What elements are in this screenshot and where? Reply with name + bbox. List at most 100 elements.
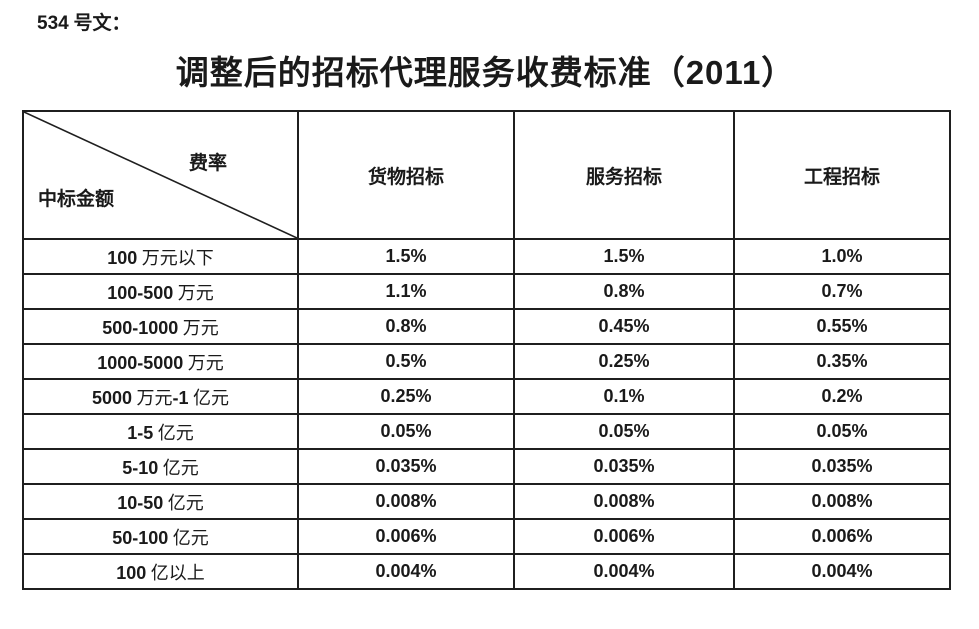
table-header-row: 费率 中标金额 货物招标 服务招标 工程招标 (22, 110, 951, 240)
rate-cell: 1.5% (297, 238, 515, 275)
amount-range-cell: 50-100 亿元 (22, 518, 299, 555)
amount-range-cell: 500-1000 万元 (22, 308, 299, 345)
rate-cell: 0.05% (733, 413, 951, 450)
amount-range-cell: 100 亿以上 (22, 553, 299, 590)
numeric-text: 0.035% (811, 456, 873, 476)
rate-cell: 0.006% (733, 518, 951, 555)
numeric-text: 500-1000 (102, 317, 179, 338)
numeric-text: 0.35% (816, 351, 868, 371)
doc-title: 调整后的招标代理服务收费标准（2011） (175, 54, 796, 92)
rate-cell: 0.25% (513, 343, 735, 380)
numeric-text: 2011 (685, 54, 762, 91)
numeric-text: 0.006% (375, 526, 437, 546)
numeric-text: 50-100 (112, 527, 169, 548)
numeric-text: 0.008% (593, 491, 655, 511)
numeric-text: 0.05% (816, 421, 868, 441)
numeric-text: 0.5% (385, 351, 427, 371)
table-row: 100-500 万元 1.1% 0.8% 0.7% (22, 273, 951, 310)
numeric-text: 1.5% (603, 246, 645, 266)
column-header-services: 服务招标 (513, 110, 735, 240)
numeric-text: 0.8% (603, 281, 645, 301)
amount-range-cell: 1-5 亿元 (22, 413, 299, 450)
rate-cell: 0.008% (297, 483, 515, 520)
rate-cell: 0.35% (733, 343, 951, 380)
rate-cell: 0.8% (297, 308, 515, 345)
numeric-text: 0.8% (385, 316, 427, 336)
amount-range-cell: 5000 万元-1 亿元 (22, 378, 299, 415)
doc-number-label: 534 号文： (37, 13, 131, 34)
numeric-text: 1-5 (127, 422, 154, 443)
rate-cell: 0.035% (297, 448, 515, 485)
amount-range-cell: 1000-5000 万元 (22, 343, 299, 380)
rate-cell: 0.5% (297, 343, 515, 380)
rate-cell: 0.008% (513, 483, 735, 520)
table-row: 5-10 亿元 0.035% 0.035% 0.035% (22, 448, 951, 485)
amount-range-cell: 10-50 亿元 (22, 483, 299, 520)
amount-range-cell: 5-10 亿元 (22, 448, 299, 485)
numeric-text: 0.55% (816, 316, 868, 336)
numeric-text: 0.2% (821, 386, 863, 406)
numeric-text: 0.004% (811, 561, 873, 581)
amount-range-cell: 100 万元以下 (22, 238, 299, 275)
fee-rate-table: 费率 中标金额 货物招标 服务招标 工程招标 100 万元以下 1.5% 1.5% 1… (22, 110, 951, 590)
rate-cell: 0.45% (513, 308, 735, 345)
numeric-text: 1000-5000 (97, 352, 184, 373)
rate-cell: 0.004% (297, 553, 515, 590)
amount-range-cell: 100-500 万元 (22, 273, 299, 310)
rate-cell: 1.0% (733, 238, 951, 275)
rate-cell: 0.8% (513, 273, 735, 310)
numeric-text: 0.008% (811, 491, 873, 511)
table-row: 100 万元以下 1.5% 1.5% 1.0% (22, 238, 951, 275)
numeric-text: 1.0% (821, 246, 863, 266)
numeric-text: 0.1% (603, 386, 645, 406)
numeric-text: 0.008% (375, 491, 437, 511)
numeric-text: 0.25% (598, 351, 650, 371)
column-header-goods: 货物招标 (297, 110, 515, 240)
numeric-text: 1.5% (385, 246, 427, 266)
table-body: 100 万元以下 1.5% 1.5% 1.0% 100-500 万元 1.1% 0.8% 0.… (22, 238, 951, 590)
rate-cell: 0.004% (513, 553, 735, 590)
rate-cell: 0.006% (297, 518, 515, 555)
table-row: 50-100 亿元 0.006% 0.006% 0.006% (22, 518, 951, 555)
rate-cell: 0.05% (513, 413, 735, 450)
rate-cell: 1.1% (297, 273, 515, 310)
numeric-text: 100-500 (107, 282, 174, 303)
numeric-text: 534 (37, 13, 69, 34)
numeric-text: 5000 (91, 387, 133, 408)
numeric-text: 100 (107, 247, 138, 268)
numeric-text: 0.035% (593, 456, 655, 476)
rate-cell: 0.25% (297, 378, 515, 415)
table-row: 5000 万元-1 亿元 0.25% 0.1% 0.2% (22, 378, 951, 415)
numeric-text: -1 (172, 387, 189, 408)
numeric-text: 5-10 (122, 457, 159, 478)
corner-header-cell: 费率 中标金额 (22, 110, 299, 240)
numeric-text: 0.05% (380, 421, 432, 441)
numeric-text: 0.006% (593, 526, 655, 546)
rate-cell: 0.7% (733, 273, 951, 310)
corner-label-rate: 费率 (189, 153, 228, 174)
rate-cell: 0.1% (513, 378, 735, 415)
table-row: 1000-5000 万元 0.5% 0.25% 0.35% (22, 343, 951, 380)
rate-cell: 0.008% (733, 483, 951, 520)
numeric-text: 10-50 (117, 492, 164, 513)
rate-cell: 0.035% (513, 448, 735, 485)
rate-cell: 0.004% (733, 553, 951, 590)
table-row: 500-1000 万元 0.8% 0.45% 0.55% (22, 308, 951, 345)
numeric-text: 0.035% (375, 456, 437, 476)
rate-cell: 0.05% (297, 413, 515, 450)
numeric-text: 0.004% (375, 561, 437, 581)
numeric-text: 0.05% (598, 421, 650, 441)
numeric-text: 100 (116, 562, 147, 583)
rate-cell: 0.55% (733, 308, 951, 345)
numeric-text: 0.004% (593, 561, 655, 581)
column-header-engineering: 工程招标 (733, 110, 951, 240)
numeric-text: 0.7% (821, 281, 863, 301)
table-row: 1-5 亿元 0.05% 0.05% 0.05% (22, 413, 951, 450)
table-row: 10-50 亿元 0.008% 0.008% 0.008% (22, 483, 951, 520)
rate-cell: 1.5% (513, 238, 735, 275)
rate-cell: 0.006% (513, 518, 735, 555)
rate-cell: 0.035% (733, 448, 951, 485)
rate-cell: 0.2% (733, 378, 951, 415)
numeric-text: 0.45% (598, 316, 650, 336)
